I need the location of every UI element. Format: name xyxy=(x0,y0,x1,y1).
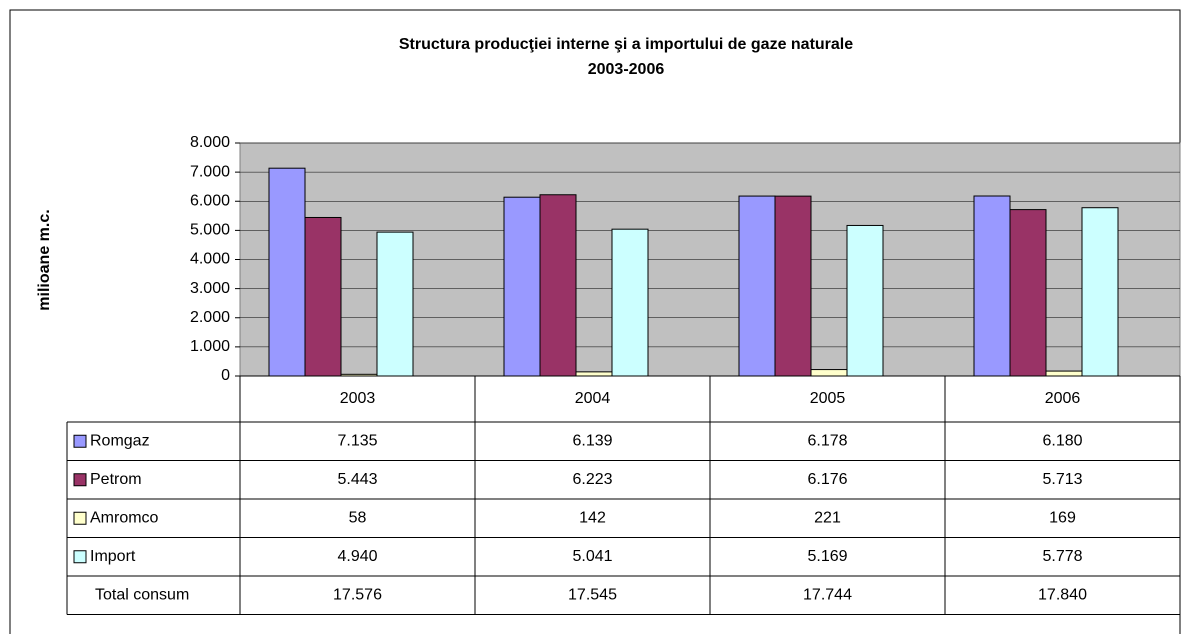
table-value: 5.169 xyxy=(807,548,847,565)
table-value: 17.744 xyxy=(803,586,852,603)
chart-subtitle: 2003-2006 xyxy=(588,61,665,78)
legend-label: Romgaz xyxy=(90,432,150,449)
bar xyxy=(376,231,414,377)
x-tick-label: 2006 xyxy=(1045,390,1081,407)
table-value: 17.576 xyxy=(333,586,382,603)
x-tick-label: 2005 xyxy=(810,390,846,407)
table-value: 6.180 xyxy=(1042,432,1082,449)
bar xyxy=(539,194,577,377)
bar xyxy=(611,228,649,377)
y-tick-label: 2.000 xyxy=(190,309,230,326)
table-value: 7.135 xyxy=(337,432,377,449)
bar xyxy=(1009,209,1047,377)
table-value: 221 xyxy=(814,509,841,526)
bar xyxy=(268,167,306,377)
table-value: 5.778 xyxy=(1042,548,1082,565)
table-value: 5.041 xyxy=(572,548,612,565)
legend-key xyxy=(73,473,87,487)
legend-label: Amromco xyxy=(90,509,159,526)
table-value: 6.223 xyxy=(572,471,612,488)
y-tick-label: 6.000 xyxy=(190,192,230,209)
bar xyxy=(846,224,884,377)
table-value: 17.545 xyxy=(568,586,617,603)
x-tick-label: 2004 xyxy=(575,390,611,407)
table-value: 6.139 xyxy=(572,432,612,449)
legend-key xyxy=(73,550,87,564)
table-value: 17.840 xyxy=(1038,586,1087,603)
legend-label: Import xyxy=(90,548,136,565)
legend-label: Petrom xyxy=(90,471,142,488)
bar xyxy=(810,369,848,377)
bar xyxy=(973,195,1011,377)
y-tick-label: 3.000 xyxy=(190,280,230,297)
table-value: 6.178 xyxy=(807,432,847,449)
table-value: 5.443 xyxy=(337,471,377,488)
table-value: 5.713 xyxy=(1042,471,1082,488)
bar xyxy=(503,196,541,377)
bar xyxy=(774,195,812,377)
bar xyxy=(1045,370,1083,377)
y-tick-label: 4.000 xyxy=(190,251,230,268)
bar xyxy=(575,371,613,377)
bar xyxy=(304,216,342,377)
y-tick-label: 0 xyxy=(221,367,230,384)
row-label: Total consum xyxy=(95,586,189,603)
y-tick-label: 8.000 xyxy=(190,134,230,151)
bar xyxy=(1081,207,1119,377)
legend-key xyxy=(73,511,87,525)
table-value: 58 xyxy=(349,509,367,526)
bar xyxy=(738,195,776,377)
y-tick-label: 7.000 xyxy=(190,163,230,180)
y-tick-label: 1.000 xyxy=(190,338,230,355)
x-tick-label: 2003 xyxy=(340,390,376,407)
table-value: 169 xyxy=(1049,509,1076,526)
table-value: 6.176 xyxy=(807,471,847,488)
chart-title: Structura producţiei interne şi a import… xyxy=(399,36,853,53)
table-value: 142 xyxy=(579,509,606,526)
y-tick-label: 5.000 xyxy=(190,222,230,239)
legend-key xyxy=(73,434,87,448)
y-axis-label: milioane m.c. xyxy=(36,209,53,310)
table-value: 4.940 xyxy=(337,548,377,565)
